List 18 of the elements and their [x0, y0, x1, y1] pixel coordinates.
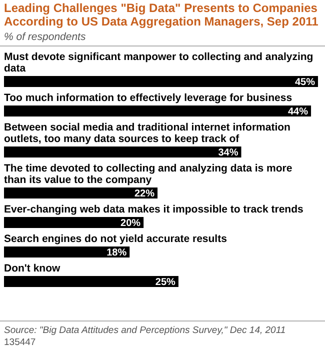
data-label: 20%	[120, 218, 141, 229]
data-label: 18%	[106, 248, 127, 258]
source-note: Source: "Big Data Attitudes and Perceptions Survey," Dec 14, 2011	[4, 325, 286, 336]
text: 135447	[4, 337, 36, 348]
data-label: 44%	[288, 106, 308, 118]
y-tick-label: Search engines do not yield accurate results	[4, 233, 228, 245]
y-tick-label: Too much information to effectively leverage for business	[4, 92, 292, 104]
data-label: 34%	[218, 148, 238, 158]
data-label: 25%	[155, 277, 176, 288]
data-label: 45%	[294, 77, 316, 88]
y-tick-label: Don't know	[4, 262, 61, 274]
chart-subtitle: % of respondents	[4, 31, 86, 43]
y-tick-label: Ever-changing web data makes it impossible to track trends	[4, 204, 304, 216]
y-tick-label: Between social media and traditional internet information outlets, too many data sources to keep track of	[4, 122, 290, 145]
chart-title: Leading Challenges "Big Data" Presents to Companies According to US Data Aggregation Managers, Sep 2011	[4, 1, 319, 28]
y-tick-label: The time devoted to collecting and analyzing data is more than its value to the company	[4, 162, 292, 186]
y-tick-label: Must devote significant manpower to collecting and analyzing data	[4, 51, 314, 74]
data-label: 22%	[134, 188, 155, 200]
